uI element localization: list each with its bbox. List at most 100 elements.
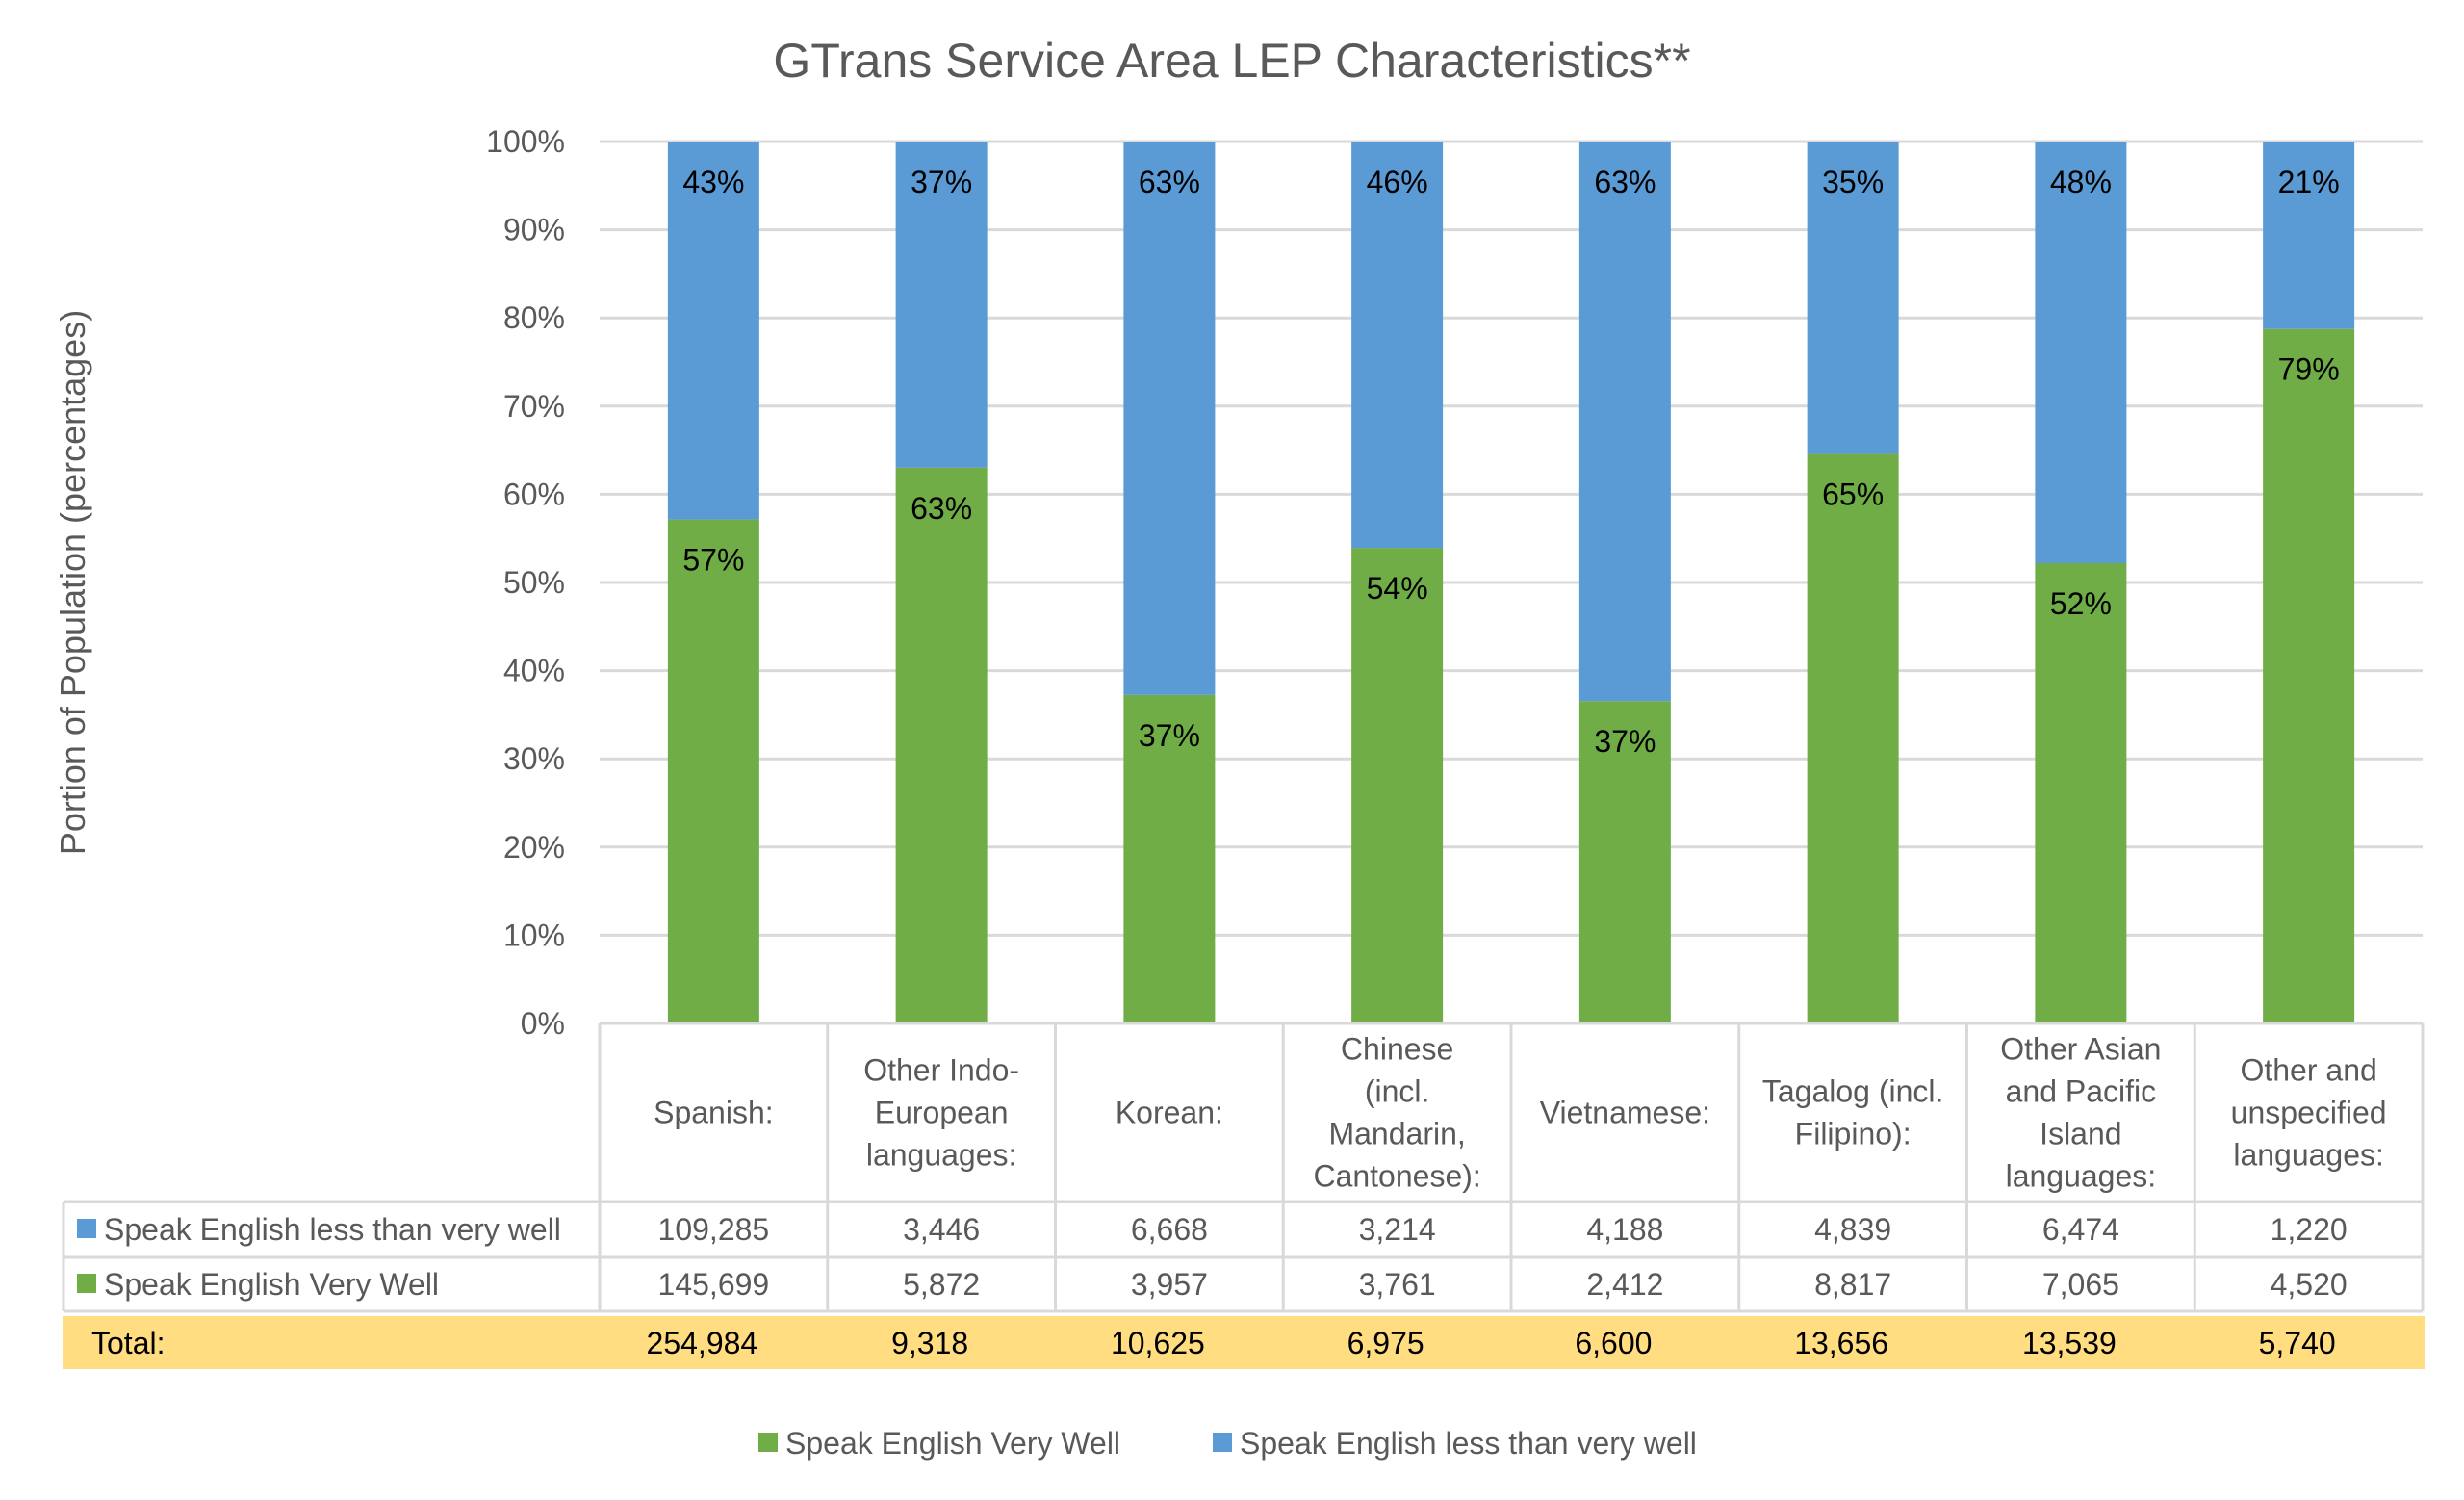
bar-segment-very-well: [1123, 694, 1216, 1023]
category-label-line: and Pacific: [2006, 1074, 2157, 1109]
bar-data-label: 63%: [1139, 165, 1200, 199]
gridlines: [600, 140, 2423, 937]
bar-segment-less-than-very-well: [667, 142, 759, 520]
category-label: Other Indo- European languages:: [863, 1053, 1019, 1173]
bar-segment-very-well: [667, 519, 759, 1023]
table-cell: 5,872: [903, 1267, 980, 1302]
table-row-label: Speak English Very Well: [104, 1267, 439, 1302]
bar-labels: 57% 43% 63% 37% 37% 63% 54% 46% 37% 63% 65% 35% 52% 4…: [682, 165, 2339, 759]
chart-title: GTrans Service Area LEP Characteristics*…: [773, 34, 1690, 88]
category-label: Other and unspecified languages:: [2231, 1053, 2387, 1173]
category-label-line: Vietnamese:: [1540, 1096, 1710, 1130]
category-label-line: Chinese: [1341, 1032, 1453, 1067]
legend-label: Speak English less than very well: [1240, 1426, 1697, 1461]
bar-data-label: 57%: [682, 543, 744, 578]
bar-data-label: 54%: [1367, 571, 1428, 606]
y-tick-label: 50%: [503, 565, 565, 600]
bar-data-label: 52%: [2050, 586, 2112, 621]
total-cell: 10,625: [1111, 1326, 1205, 1360]
total-cell: 13,656: [1794, 1326, 1888, 1360]
category-label-line: Other Asian: [2000, 1032, 2161, 1067]
bar-data-label: 37%: [911, 165, 972, 199]
y-tick-label: 30%: [503, 741, 565, 776]
bar-data-label: 63%: [1594, 165, 1656, 199]
bar-data-label: 37%: [1139, 718, 1200, 753]
table-cell: 7,065: [2042, 1267, 2119, 1302]
y-tick-label: 100%: [486, 124, 565, 159]
total-cell: 254,984: [647, 1326, 758, 1360]
total-cell: 9,318: [891, 1326, 968, 1360]
y-tick-label: 60%: [503, 477, 565, 511]
category-label-line: European: [875, 1096, 1009, 1130]
category-label-line: unspecified: [2231, 1096, 2387, 1130]
data-table: Spanish: Other Indo- European languages: Kor…: [62, 1022, 2426, 1369]
table-cell: 3,761: [1359, 1267, 1436, 1302]
category-label: Spanish:: [654, 1096, 774, 1130]
legend-swatch: [1213, 1433, 1232, 1452]
y-tick-label: 90%: [503, 213, 565, 247]
legend-key-swatch: [77, 1274, 96, 1293]
category-label-line: Mandarin,: [1328, 1117, 1465, 1151]
y-axis-ticks: 0% 10% 20% 30% 40% 50% 60% 70% 80% 90% 100%: [486, 124, 565, 1041]
category-label-line: Korean:: [1116, 1096, 1223, 1130]
bar-data-label: 35%: [1822, 165, 1884, 199]
y-tick-label: 20%: [503, 830, 565, 865]
table-row-label: Speak English less than very well: [104, 1212, 561, 1247]
category-label: Other Asian and Pacific Island languages:: [2000, 1032, 2161, 1194]
bar-segment-very-well: [1578, 701, 1671, 1023]
table-cell: 3,214: [1359, 1212, 1436, 1247]
category-label-line: Island: [2040, 1117, 2121, 1151]
bar-segment-less-than-very-well: [1351, 142, 1444, 549]
category-label-line: Spanish:: [654, 1096, 774, 1130]
table-cell: 4,520: [2271, 1267, 2348, 1302]
bar-segment-less-than-very-well: [2263, 142, 2355, 329]
category-label-line: languages:: [2006, 1159, 2157, 1194]
bars: [667, 142, 2355, 1023]
bar-data-label: 43%: [682, 165, 744, 199]
bar-segment-less-than-very-well: [895, 142, 988, 468]
bar-segment-very-well: [2263, 328, 2355, 1023]
total-row-band: [63, 1316, 2426, 1369]
table-cell: 145,699: [658, 1267, 770, 1302]
table-cell: 109,285: [658, 1212, 770, 1247]
bar-segment-very-well: [1807, 453, 1899, 1023]
total-cell: 13,539: [2022, 1326, 2117, 1360]
category-label: Chinese (incl. Mandarin, Cantonese):: [1313, 1032, 1480, 1194]
y-tick-label: 40%: [503, 654, 565, 688]
y-axis-title: Portion of Population (percentages): [53, 310, 92, 855]
bar-segment-less-than-very-well: [1578, 142, 1671, 702]
y-tick-label: 80%: [503, 300, 565, 335]
bar-segment-very-well: [1351, 548, 1444, 1023]
total-cell: 5,740: [2259, 1326, 2336, 1360]
bar-segment-less-than-very-well: [2035, 142, 2127, 564]
category-label-line: languages:: [2233, 1138, 2384, 1173]
category-label-line: Tagalog (incl.: [1762, 1074, 1944, 1109]
bar-data-label: 48%: [2050, 165, 2112, 199]
total-cell: 6,600: [1575, 1326, 1652, 1360]
category-label-line: languages:: [866, 1138, 1017, 1173]
category-label: Vietnamese:: [1540, 1096, 1710, 1130]
bar-data-label: 63%: [911, 491, 972, 526]
table-cell: 2,412: [1586, 1267, 1663, 1302]
category-label-line: Other and: [2240, 1053, 2376, 1088]
bar-segment-very-well: [2035, 563, 2127, 1023]
category-label-line: Filipino):: [1795, 1117, 1912, 1151]
total-row-label: Total:: [91, 1326, 165, 1360]
y-tick-label: 10%: [503, 918, 565, 952]
bar-segment-less-than-very-well: [1123, 142, 1216, 695]
bar-data-label: 65%: [1822, 478, 1884, 512]
table-cell: 3,446: [903, 1212, 980, 1247]
table-cell: 6,474: [2042, 1212, 2119, 1247]
y-tick-label: 70%: [503, 389, 565, 424]
bar-data-label: 21%: [2278, 165, 2340, 199]
category-label: Korean:: [1116, 1096, 1223, 1130]
category-label-line: Other Indo-: [863, 1053, 1019, 1088]
bar-data-label: 37%: [1594, 724, 1656, 759]
bar-segment-very-well: [895, 467, 988, 1023]
table-cell: 8,817: [1814, 1267, 1891, 1302]
category-label-line: Cantonese):: [1313, 1159, 1480, 1194]
legend-swatch: [758, 1433, 778, 1452]
category-label-line: (incl.: [1365, 1074, 1430, 1109]
legend: Speak English Very Well Speak English les…: [758, 1426, 1697, 1461]
